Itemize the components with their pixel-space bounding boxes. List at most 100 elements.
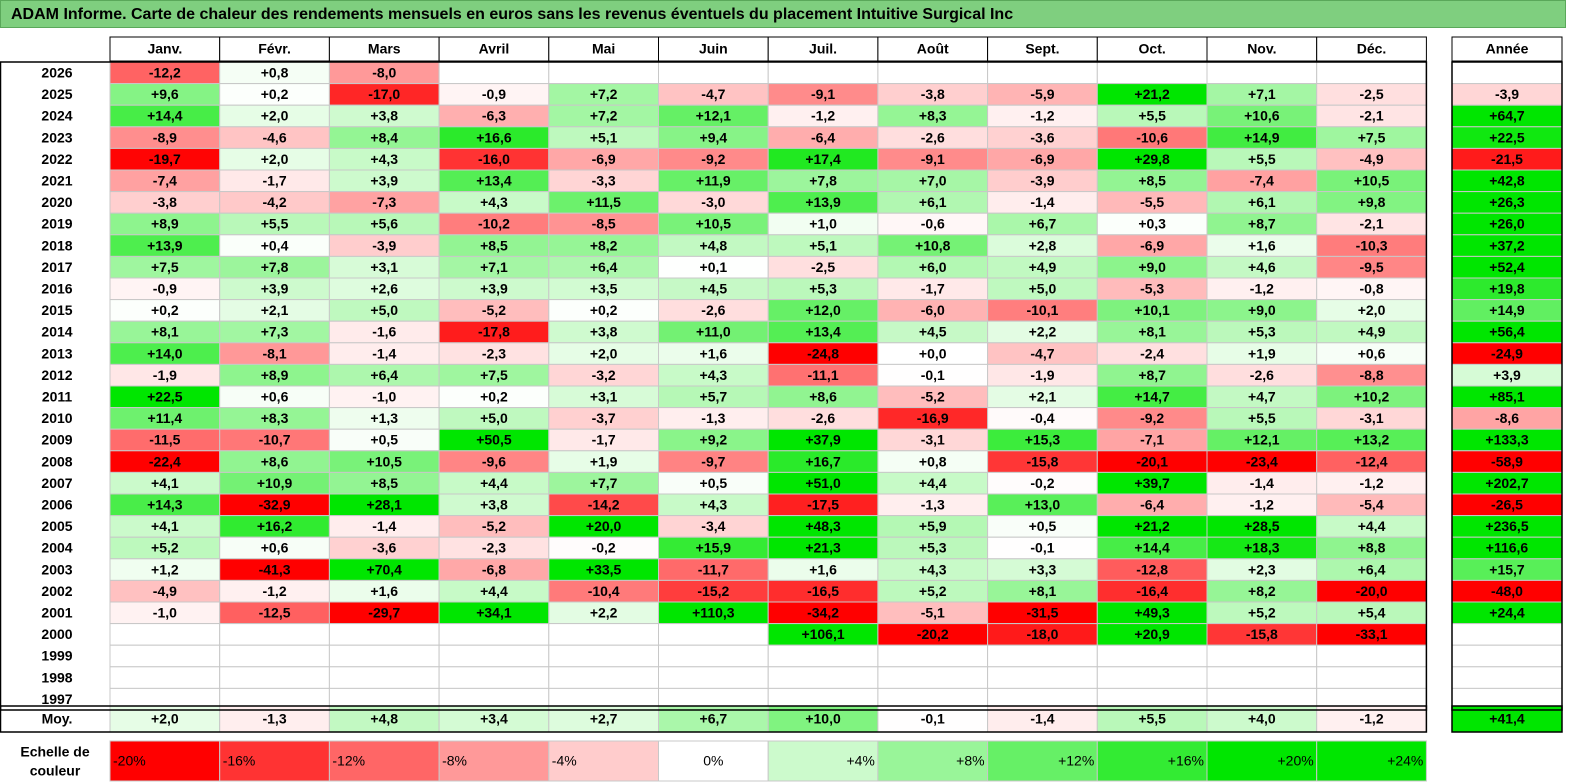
cell-value: +2,0 [590, 345, 618, 361]
cell-value: +1,0 [809, 216, 837, 232]
cell-value: +20,9 [1134, 626, 1170, 642]
month-header-cell [1096, 36, 1208, 62]
average-value: +10,0 [805, 711, 841, 727]
cell-value: +8,8 [1358, 540, 1386, 556]
cell-value: +5,7 [700, 389, 728, 405]
annual-value: +26,0 [1489, 216, 1525, 232]
cell-value: -1,2 [1250, 281, 1274, 297]
cell-value: +14,3 [147, 497, 183, 513]
average-value: +5,5 [1138, 711, 1166, 727]
cell-value: +8,6 [809, 389, 837, 405]
cell-value: +0,4 [261, 237, 289, 253]
cell-value: +0,5 [700, 475, 728, 491]
cell-value: +3,8 [590, 324, 618, 340]
month-header-cell [1206, 36, 1318, 62]
annual-value: -3,9 [1495, 86, 1519, 102]
cell-value: +29,8 [1134, 151, 1170, 167]
scale-label: -20% [113, 753, 146, 769]
heatmap-cell [1316, 61, 1427, 85]
cell-value: +70,4 [367, 561, 403, 577]
scale-label: +12% [1058, 753, 1094, 769]
cell-value: -29,7 [368, 605, 400, 621]
cell-value: +106,1 [801, 626, 844, 642]
cell-value: -2,6 [701, 302, 725, 318]
cell-value: -22,4 [149, 453, 181, 469]
cell-value: +8,7 [1138, 367, 1166, 383]
heatmap-cell [1316, 644, 1427, 668]
annual-value: -8,6 [1495, 410, 1519, 426]
average-value: -1,4 [1030, 711, 1054, 727]
heatmap-cell [438, 666, 550, 689]
scale-label-line1: Echelle de [20, 744, 89, 760]
cell-value: +14,4 [1134, 540, 1170, 556]
cell-value: -2,5 [1359, 86, 1383, 102]
cell-value: -3,2 [592, 367, 616, 383]
cell-value: +5,5 [1248, 151, 1276, 167]
annual-value: +26,3 [1489, 194, 1525, 210]
cell-value: +3,9 [261, 281, 289, 297]
cell-value: +10,2 [1354, 389, 1390, 405]
cell-value: +1,9 [590, 453, 618, 469]
cell-value: -10,1 [1026, 302, 1058, 318]
heatmap-grid [0, 36, 1563, 733]
cell-value: +13,2 [1354, 432, 1390, 448]
month-header-cell [548, 36, 659, 62]
cell-value: +2,1 [1029, 389, 1057, 405]
cell-value: -12,4 [1356, 453, 1388, 469]
heatmap-cell [1096, 666, 1208, 689]
cell-value: +13,4 [805, 324, 841, 340]
cell-value: +1,6 [809, 561, 837, 577]
cell-value: -0,9 [153, 281, 177, 297]
cell-value: -6,9 [1030, 151, 1054, 167]
cell-value: -3,0 [701, 194, 725, 210]
year-label: 1997 [41, 691, 72, 707]
cell-value: -1,2 [1030, 108, 1054, 124]
month-header-label: Oct. [1139, 41, 1166, 57]
year-label: 2012 [41, 367, 72, 383]
cell-value: -10,6 [1136, 129, 1168, 145]
cell-value: +1,3 [370, 410, 398, 426]
cell-value: -2,6 [1250, 367, 1274, 383]
cell-value: +0,5 [370, 432, 398, 448]
average-annual-value: +41,4 [1489, 711, 1525, 727]
cell-value: -10,4 [588, 583, 620, 599]
cell-value: -4,2 [262, 194, 286, 210]
year-label: 2000 [41, 626, 72, 642]
year-label: 2014 [41, 324, 72, 340]
cell-value: -16,4 [1136, 583, 1168, 599]
cell-value: -3,9 [372, 237, 396, 253]
cell-value: +28,1 [367, 497, 403, 513]
year-label: 2021 [41, 173, 72, 189]
year-label: 2010 [41, 410, 72, 426]
heatmap-cell [109, 666, 221, 689]
cell-value: +7,5 [1358, 129, 1386, 145]
scale-label: +20% [1277, 753, 1313, 769]
cell-value: +20,0 [586, 518, 622, 534]
heatmap-cell [438, 61, 550, 85]
scale-label-line2: couleur [30, 763, 81, 779]
heatmap-cell [1206, 61, 1318, 85]
heatmap-cell [877, 666, 989, 689]
heatmap-cell [328, 623, 440, 646]
cell-value: -4,9 [1359, 151, 1383, 167]
cell-value: -6,9 [1140, 237, 1164, 253]
cell-value: -12,2 [149, 65, 181, 81]
scale-swatch [1316, 740, 1427, 782]
cell-value: +10,5 [696, 216, 732, 232]
cell-value: -9,1 [811, 86, 835, 102]
title-bar: ADAM Informe. Carte de chaleur des rende… [0, 0, 1566, 28]
average-value: +4,0 [1248, 711, 1276, 727]
cell-value: +21,2 [1134, 518, 1170, 534]
cell-value: +4,3 [480, 194, 508, 210]
cell-value: -2,5 [811, 259, 835, 275]
cell-value: +7,5 [151, 259, 179, 275]
cell-value: +5,4 [1358, 605, 1386, 621]
cell-value: +8,1 [1029, 583, 1057, 599]
year-label: 2018 [41, 237, 72, 253]
month-header-cell [877, 36, 989, 62]
cell-value: +8,3 [919, 108, 947, 124]
cell-value: -4,6 [262, 129, 286, 145]
cell-value: +2,8 [1029, 237, 1057, 253]
cell-value: +8,3 [261, 410, 289, 426]
year-label: 2026 [41, 65, 72, 81]
